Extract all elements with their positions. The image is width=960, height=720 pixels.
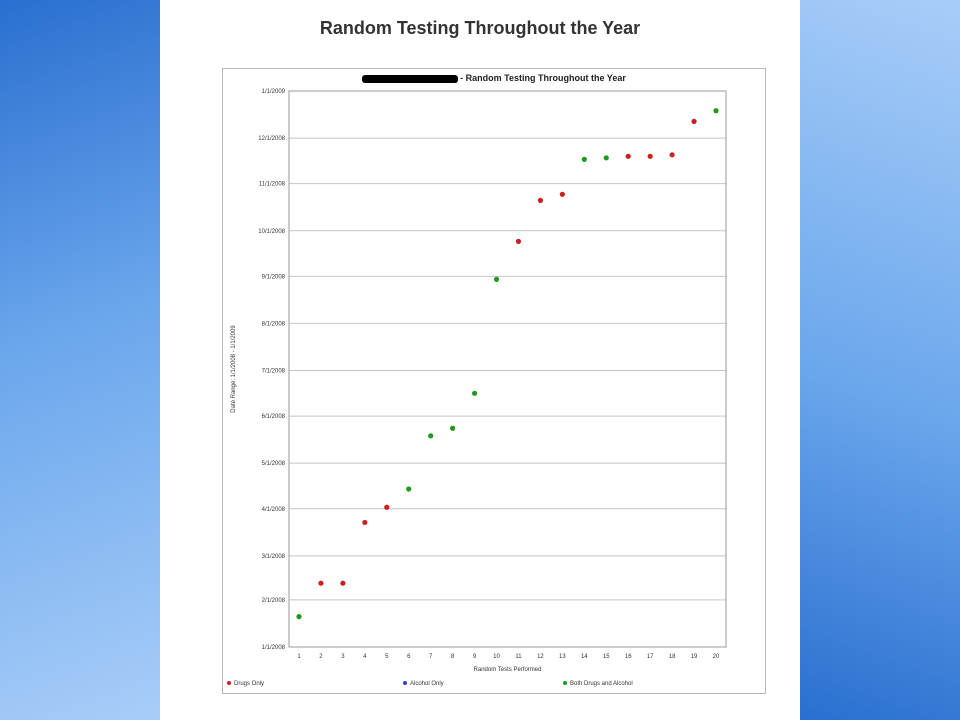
scatter-plot: 1/1/2008 2/1/2008 3/1/2008 4/1/2008 5/1/2008… (231, 89, 727, 673)
data-point (362, 519, 368, 526)
data-point (384, 504, 390, 510)
right-background-panel (800, 0, 960, 720)
y-tick-label: 11/1/2008 (259, 182, 286, 188)
data-point (406, 486, 412, 492)
x-tick-label: 20 (713, 654, 720, 660)
x-tick-label: 11 (515, 654, 522, 660)
data-point (428, 433, 434, 439)
y-tick-label: 5/1/2008 (262, 461, 286, 467)
slide: Random Testing Throughout the Year - Ran… (160, 0, 800, 720)
legend-item-drugs-only: Drugs Only (227, 681, 264, 687)
legend-label: Both Drugs and Alcohol (570, 681, 633, 687)
data-point (318, 580, 324, 586)
y-tick-label: 12/1/2008 (258, 136, 285, 142)
data-point (603, 155, 609, 161)
legend-label: Drugs Only (234, 681, 265, 687)
x-tick-label: 13 (559, 654, 566, 660)
y-tick-label: 8/1/2008 (262, 321, 286, 327)
x-tick-label: 2 (319, 654, 323, 660)
x-axis-label: Random Tests Performed (474, 667, 542, 673)
x-tick-label: 16 (625, 654, 632, 660)
legend-marker-red (227, 681, 231, 686)
left-background-panel (0, 0, 160, 720)
x-tick-label: 9 (473, 654, 477, 660)
data-point (713, 108, 719, 114)
x-tick-label: 3 (341, 654, 345, 660)
x-tick-label: 19 (691, 654, 698, 660)
x-tick-label: 10 (493, 654, 500, 660)
chart-title: - Random Testing Throughout the Year (223, 73, 765, 83)
data-point (559, 191, 565, 197)
legend-item-both: Both Drugs and Alcohol (563, 681, 633, 687)
data-point (450, 425, 456, 431)
y-tick-label: 6/1/2008 (262, 414, 286, 420)
legend-marker-blue (403, 681, 407, 686)
x-tick-label: 12 (537, 654, 544, 660)
data-point (493, 276, 500, 282)
redacted-name-block (362, 74, 459, 83)
x-tick-label: 4 (363, 654, 367, 660)
chart-title-text: - Random Testing Throughout the Year (460, 73, 626, 83)
grid-lines (289, 90, 726, 648)
data-point (647, 153, 653, 159)
x-tick-label: 8 (451, 654, 455, 660)
plot-area-border (288, 90, 727, 648)
x-tick-label: 5 (385, 654, 389, 660)
data-point (471, 390, 478, 396)
legend-marker-green (563, 681, 567, 686)
data-points (296, 108, 719, 620)
chart-frame: - Random Testing Throughout the Year 1/1… (222, 68, 766, 694)
y-tick-label: 10/1/2008 (258, 229, 285, 235)
y-tick-label: 9/1/2008 (262, 274, 286, 280)
y-axis-label: Date Range: 1/1/2008 - 1/1/2009 (231, 325, 237, 413)
data-point (340, 580, 346, 586)
data-point (537, 197, 544, 203)
x-tick-label: 6 (407, 654, 411, 660)
axes (288, 90, 727, 648)
data-point (581, 156, 587, 162)
x-tick-labels: 1 2 3 4 5 6 7 8 9 10 11 12 13 14 15 16 17 18 19 20 (297, 654, 720, 660)
x-tick-label: 1 (297, 654, 301, 660)
chart-legend: Drugs Only Alcohol Only Both Drugs and A… (223, 679, 765, 691)
legend-label: Alcohol Only (410, 681, 444, 687)
y-tick-label: 7/1/2008 (262, 369, 286, 375)
slide-title: Random Testing Throughout the Year (319, 18, 641, 38)
y-tick-label: 1/1/2009 (262, 89, 286, 95)
y-tick-label: 2/1/2008 (262, 598, 286, 604)
data-point (691, 118, 697, 124)
y-tick-label: 4/1/2008 (262, 507, 286, 513)
x-tick-label: 18 (669, 654, 676, 660)
x-tick-label: 15 (603, 654, 610, 660)
data-point (515, 238, 522, 244)
x-tick-label: 7 (429, 654, 433, 660)
y-tick-labels: 1/1/2008 2/1/2008 3/1/2008 4/1/2008 5/1/2008… (258, 89, 285, 651)
data-point (296, 614, 302, 620)
x-tick-label: 14 (581, 654, 588, 660)
x-tick-label: 17 (647, 654, 654, 660)
data-point (669, 152, 675, 158)
data-point (625, 153, 631, 159)
y-tick-label: 1/1/2008 (262, 645, 286, 651)
y-tick-label: 3/1/2008 (262, 554, 286, 560)
legend-item-alcohol-only: Alcohol Only (403, 681, 444, 687)
